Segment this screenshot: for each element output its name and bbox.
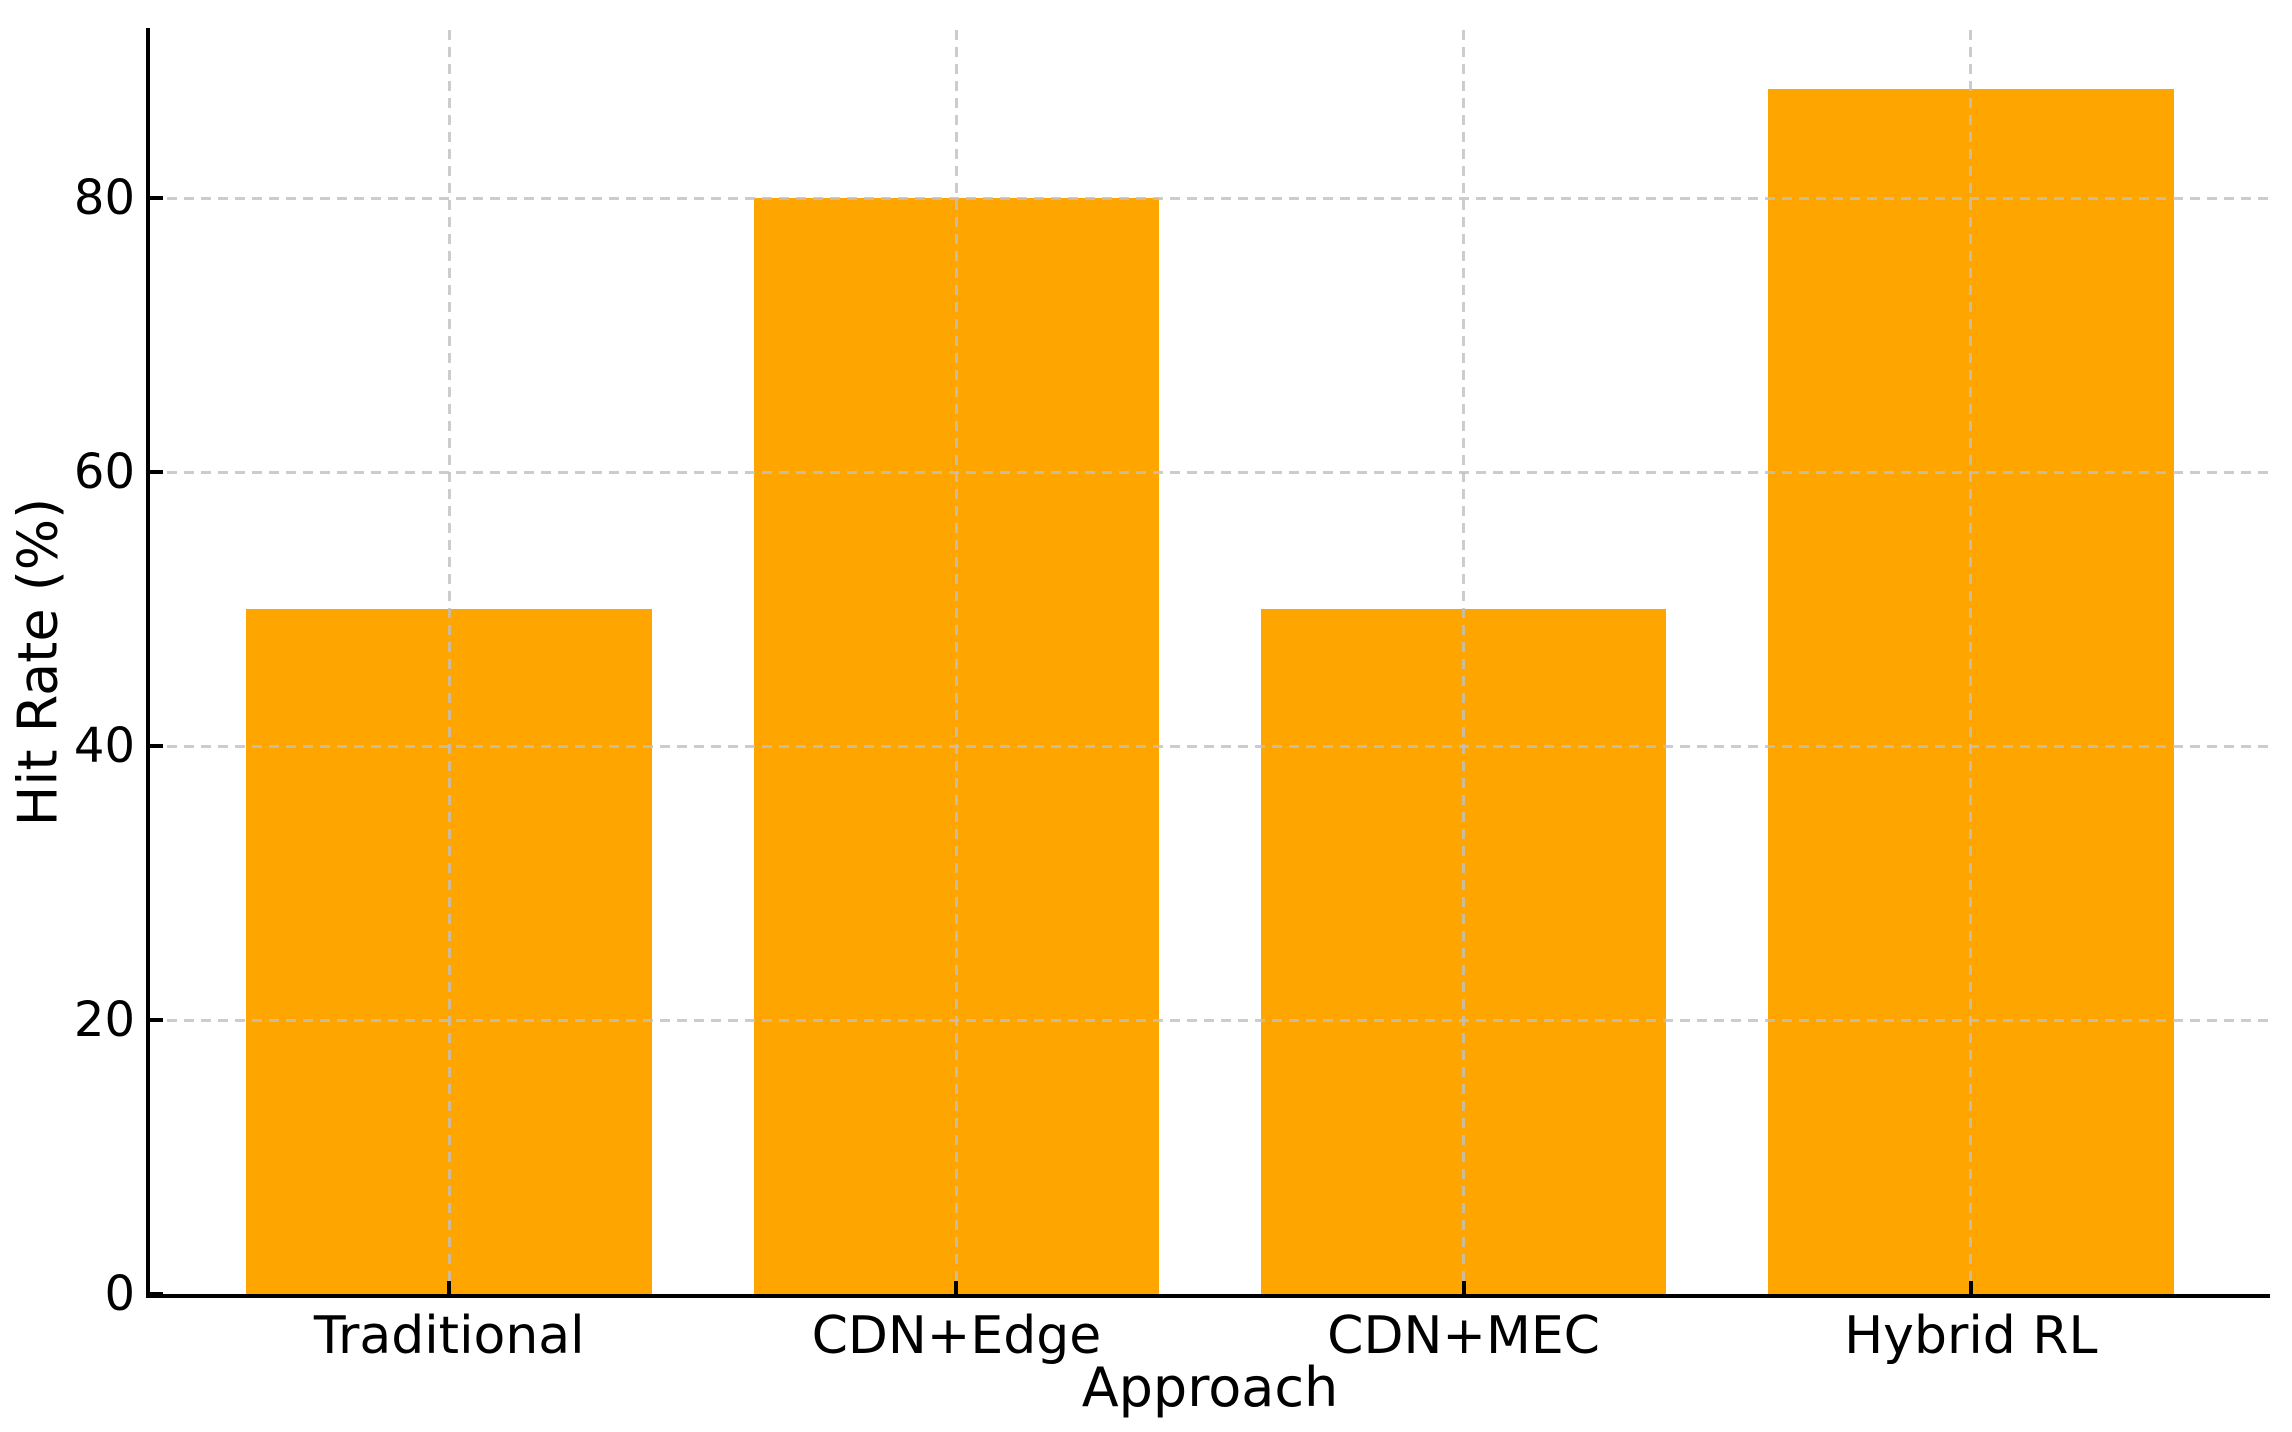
y-tick-label: 60 <box>73 444 135 501</box>
y-tick-label: 20 <box>73 992 135 1049</box>
v-gridline <box>447 30 451 1294</box>
x-tick-mark <box>954 1281 959 1294</box>
x-tick-mark <box>1968 1281 1973 1294</box>
x-tick-mark <box>1461 1281 1466 1294</box>
y-tick-mark <box>150 470 163 475</box>
y-tick-mark <box>150 1292 163 1296</box>
y-tick-label: 0 <box>104 1266 135 1322</box>
v-gridline <box>1969 30 1973 1294</box>
x-tick-label: CDN+MEC <box>1327 1306 1600 1366</box>
y-axis-spine <box>146 28 150 1298</box>
v-gridline <box>1462 30 1466 1294</box>
y-tick-mark <box>150 196 163 201</box>
x-tick-label: Traditional <box>313 1306 585 1366</box>
v-gridline <box>954 30 958 1294</box>
x-axis-spine <box>146 1294 2270 1298</box>
h-gridline <box>150 1018 2270 1022</box>
y-tick-mark <box>150 1018 163 1023</box>
y-tick-label: 40 <box>73 718 135 775</box>
h-gridline <box>150 470 2270 474</box>
h-gridline <box>150 744 2270 748</box>
plot-area <box>150 30 2270 1296</box>
x-tick-mark <box>447 1281 452 1294</box>
x-tick-label: Hybrid RL <box>1844 1306 2098 1366</box>
h-gridline <box>150 196 2270 200</box>
y-tick-label: 80 <box>73 170 135 227</box>
x-axis-label: Approach <box>1081 1356 1339 1419</box>
x-tick-label: CDN+Edge <box>811 1306 1102 1366</box>
y-tick-mark <box>150 744 163 749</box>
